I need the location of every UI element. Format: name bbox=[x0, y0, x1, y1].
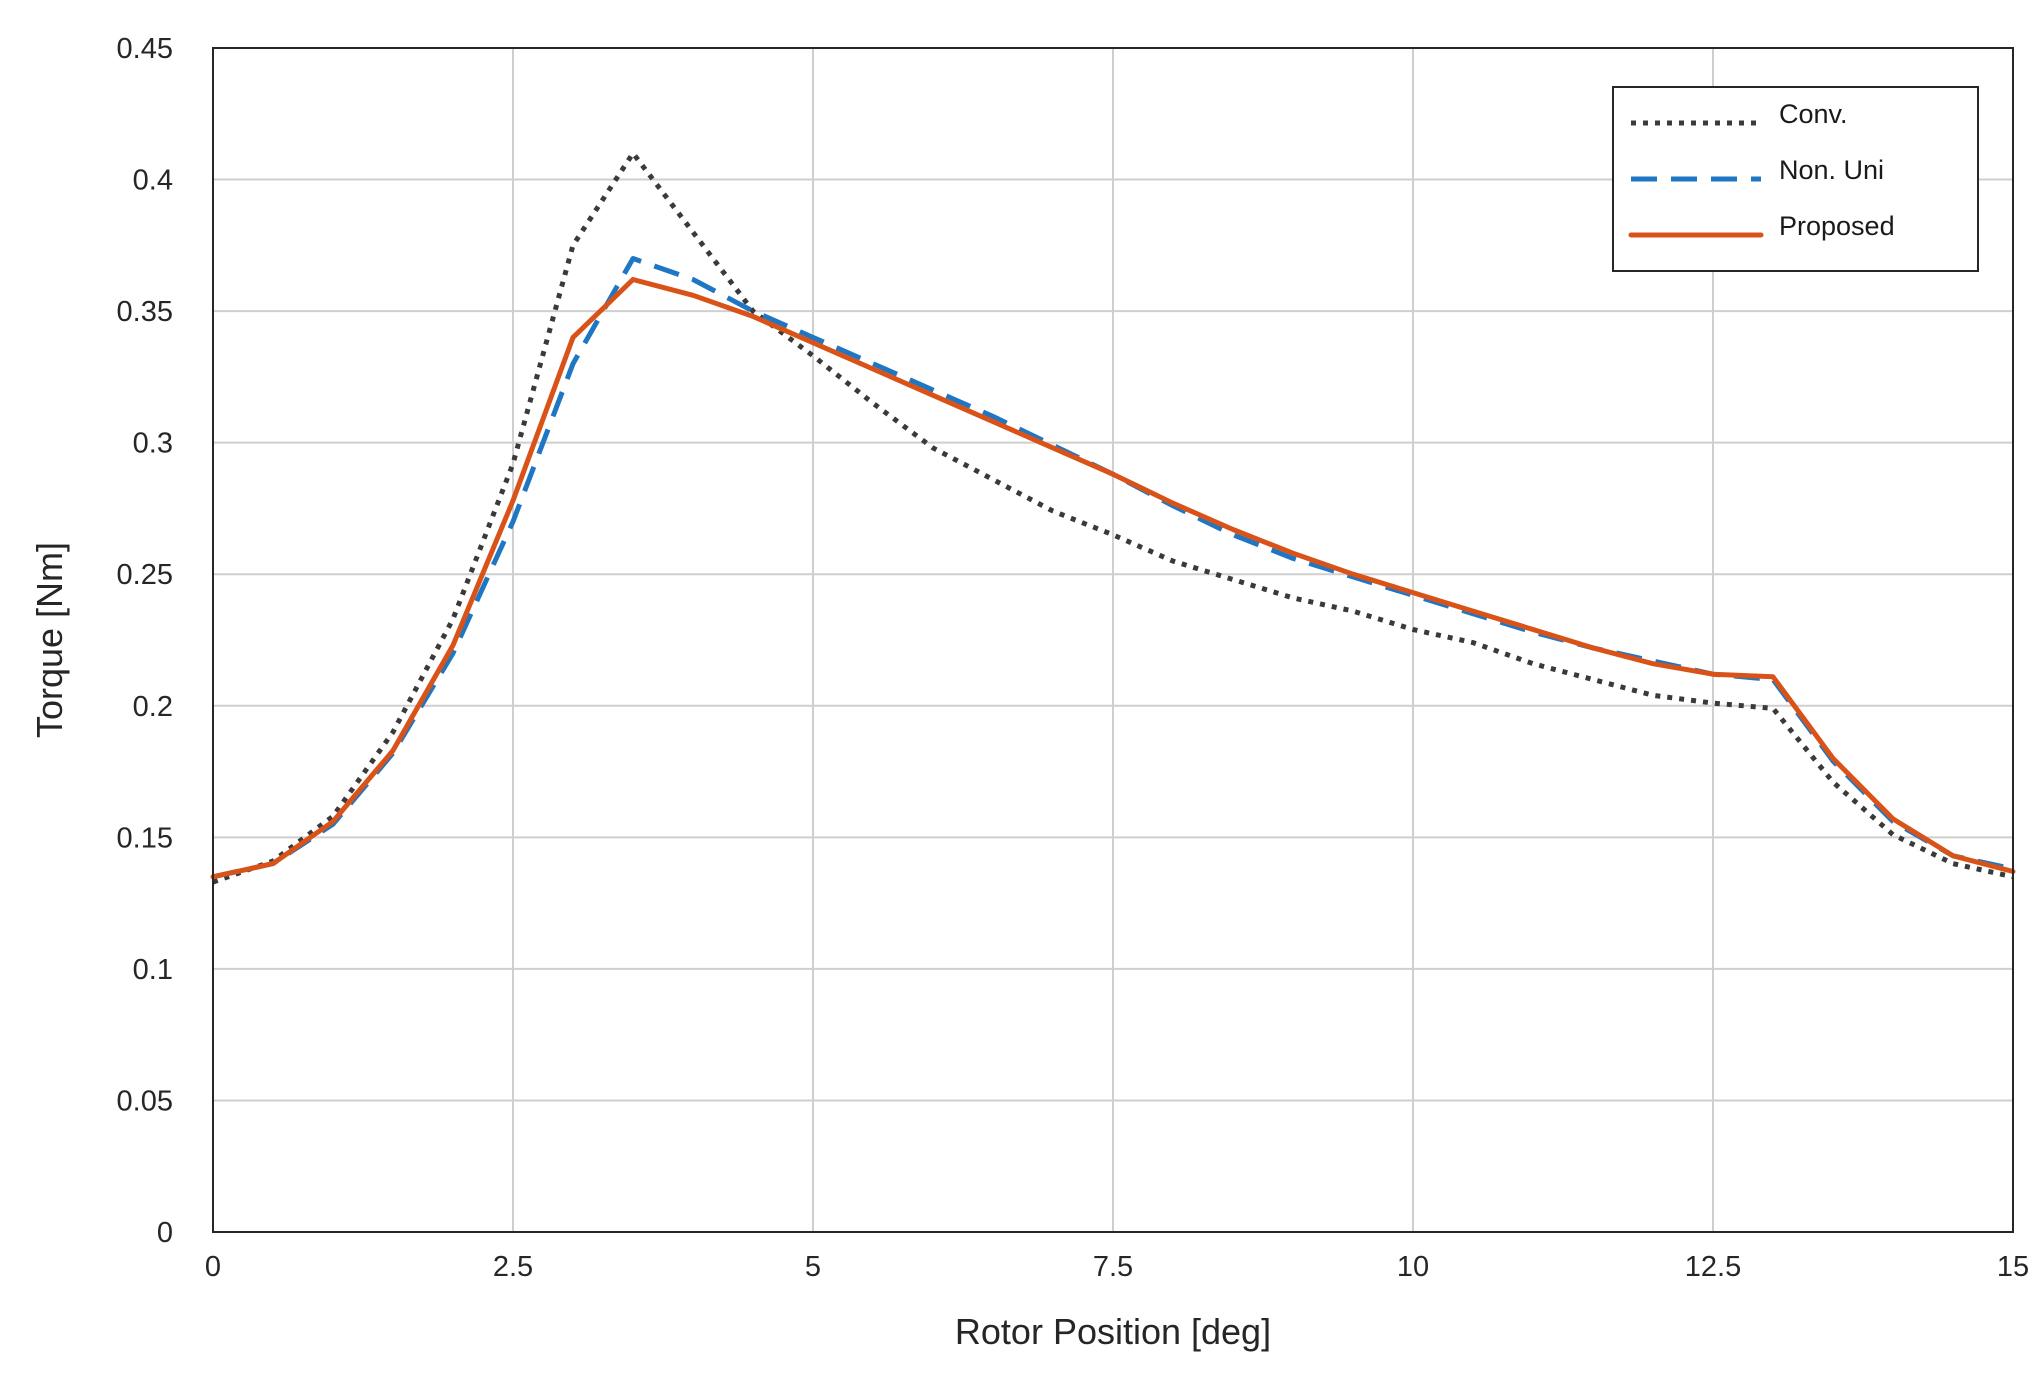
y-axis-label: Torque [Nm] bbox=[29, 542, 70, 738]
x-tick-label: 12.5 bbox=[1685, 1251, 1741, 1283]
legend-label: Conv. bbox=[1779, 99, 1848, 129]
x-tick-label: 15 bbox=[1997, 1251, 2029, 1283]
x-tick-label: 5 bbox=[805, 1251, 821, 1283]
x-tick-label: 0 bbox=[205, 1251, 221, 1283]
y-tick-label: 0.25 bbox=[117, 559, 173, 591]
legend-label: Non. Uni bbox=[1779, 155, 1884, 185]
y-tick-label: 0.15 bbox=[117, 822, 173, 854]
y-tick-label: 0.3 bbox=[133, 428, 173, 460]
y-tick-label: 0.35 bbox=[117, 296, 173, 328]
y-tick-label: 0.4 bbox=[133, 165, 173, 197]
x-tick-label: 7.5 bbox=[1093, 1251, 1133, 1283]
y-tick-label: 0.1 bbox=[133, 954, 173, 986]
legend-label: Proposed bbox=[1779, 211, 1895, 241]
y-tick-label: 0.2 bbox=[133, 691, 173, 723]
y-tick-label: 0 bbox=[157, 1217, 173, 1249]
tick-labels: 0 2.5 5 7.5 10 12.5 15 0 0.05 0.1 0.15 0.2 0.25 0.3 0.… bbox=[117, 33, 2030, 1283]
x-axis-label: Rotor Position [deg] bbox=[955, 1311, 1271, 1352]
legend: Conv. Non. Uni Proposed bbox=[1612, 86, 1979, 272]
series-line-proposed bbox=[210, 277, 2016, 880]
y-tick-label: 0.45 bbox=[117, 33, 173, 65]
plot-frame bbox=[212, 47, 2014, 1233]
x-tick-label: 10 bbox=[1397, 1251, 1429, 1283]
series-layer bbox=[210, 150, 2016, 885]
y-tick-label: 0.05 bbox=[117, 1085, 173, 1117]
x-tick-label: 2.5 bbox=[493, 1251, 533, 1283]
